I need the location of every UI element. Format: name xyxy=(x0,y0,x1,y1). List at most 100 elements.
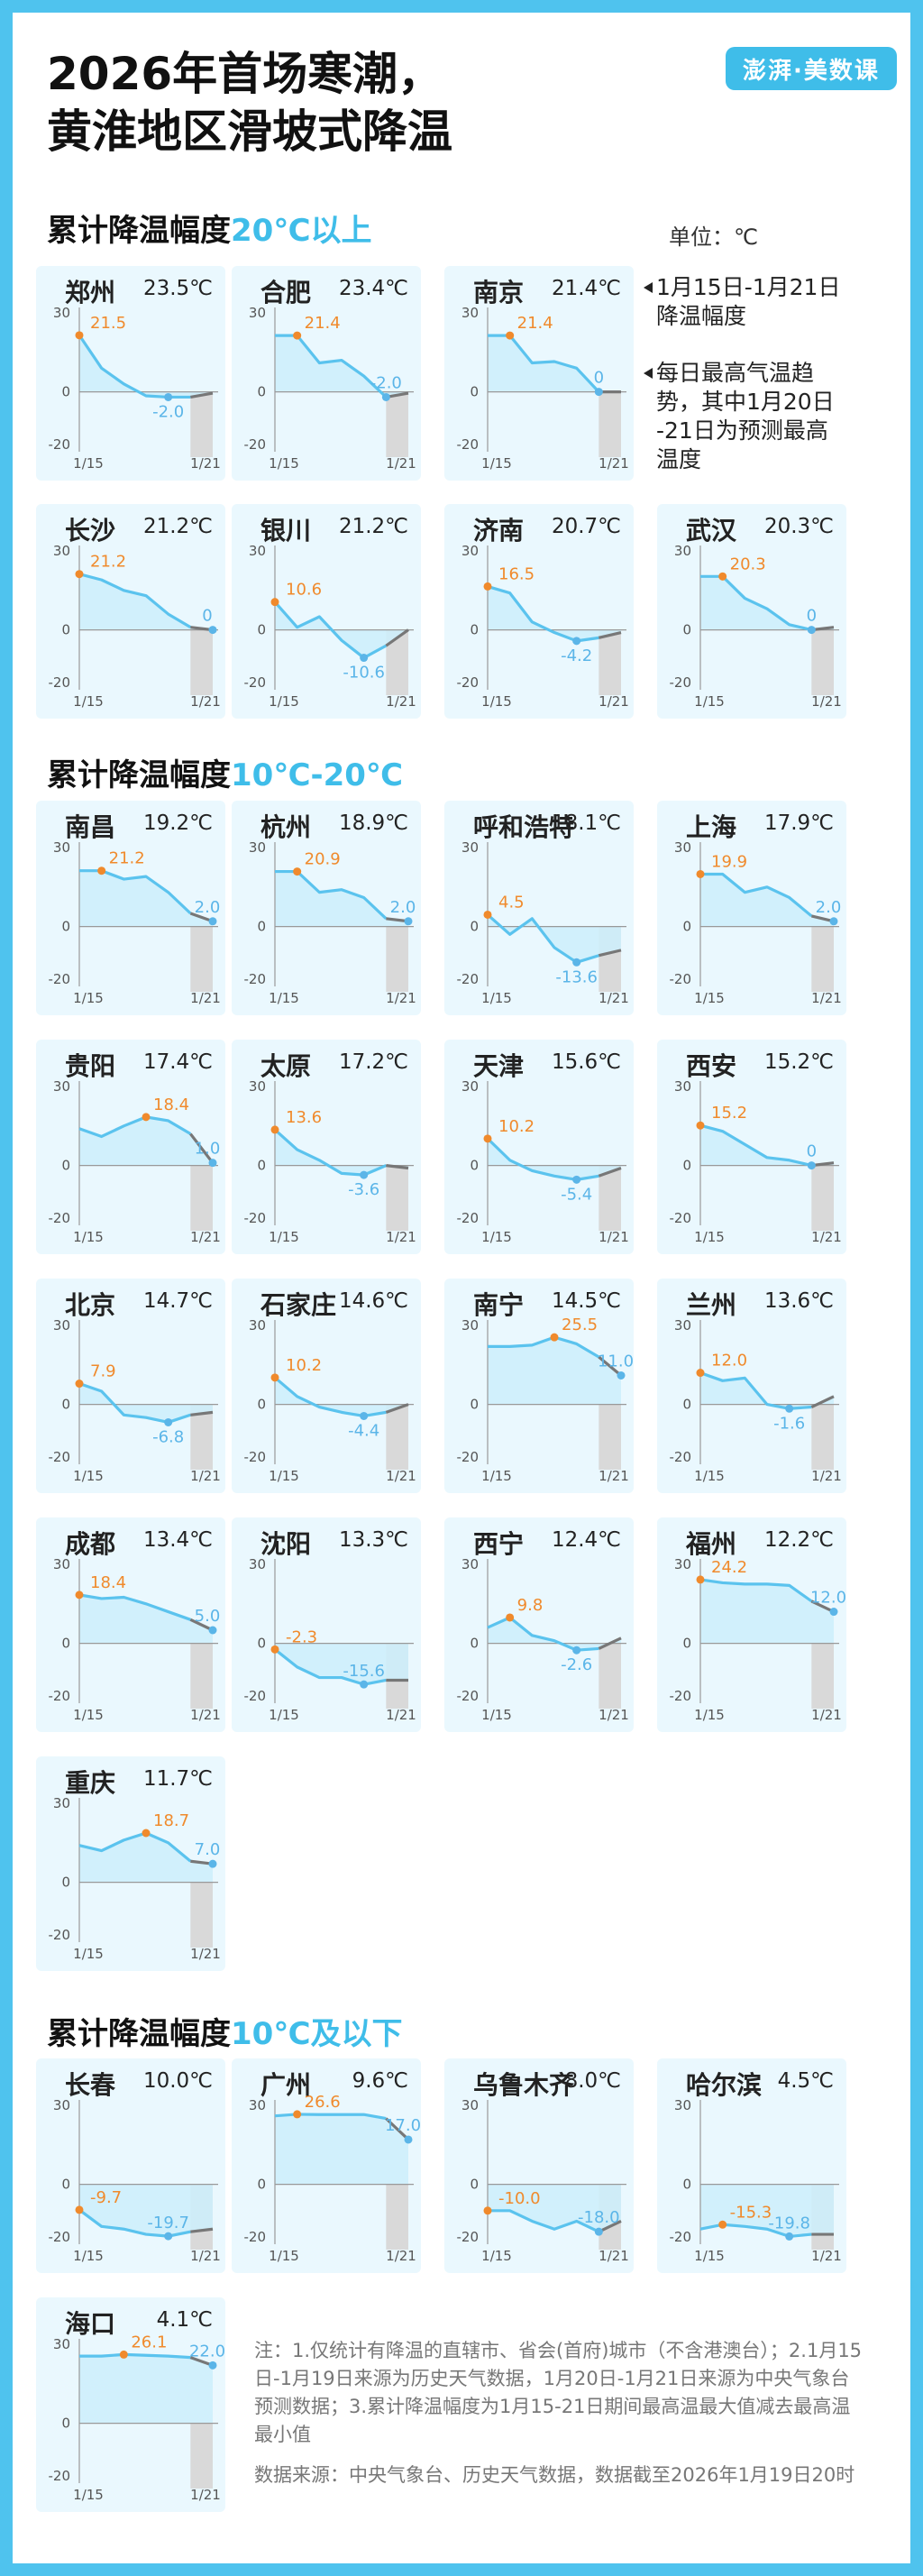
data-source: 数据来源：中央气象台、历史天气数据，数据截至2026年1月19日20时 xyxy=(254,2464,855,2486)
y-tick-label: -20 xyxy=(49,2468,71,2484)
max-point xyxy=(718,2220,727,2229)
section-title-over-20: 累计降温幅度20℃以上 xyxy=(47,206,372,250)
max-point xyxy=(696,1369,705,1378)
max-value-label: 12.0 xyxy=(711,1352,747,1371)
max-point xyxy=(483,1134,492,1143)
city-drop-value: 14.5℃ xyxy=(551,1289,621,1313)
temperature-area xyxy=(79,2184,213,2237)
city-trend-chart: 30 0 -201/15 1/21 21.2 0 xyxy=(49,543,221,710)
y-tick-label: -20 xyxy=(49,1927,71,1943)
section-title-under-10: 累计降温幅度10℃及以下 xyxy=(47,2009,403,2053)
city-card: 30 0 -20 1/15 1/21 21.2 0 长沙 21.2℃ xyxy=(36,504,225,719)
y-tick-label: 0 xyxy=(61,1397,70,1413)
city-name: 南京 xyxy=(473,278,525,307)
section-highlight: 10℃-20℃ xyxy=(231,757,404,793)
city-drop-value: 15.2℃ xyxy=(763,1050,834,1074)
min-value-label: -10.6 xyxy=(343,664,385,683)
y-tick-label: -20 xyxy=(670,1449,692,1465)
min-value-label: -18.0 xyxy=(578,2208,620,2227)
y-tick-label: 30 xyxy=(462,1317,479,1334)
temperature-area xyxy=(488,1617,621,1651)
max-value-label: 4.5 xyxy=(498,893,525,912)
x-tick-label: 1/21 xyxy=(190,1707,221,1723)
min-point xyxy=(208,1159,217,1168)
min-value-label: -13.6 xyxy=(555,967,598,986)
forecast-line xyxy=(190,2227,214,2233)
y-tick-label: -20 xyxy=(457,1210,480,1226)
title-line-2: 黄淮地区滑坡式降温 xyxy=(47,105,452,158)
unit-label: 单位：℃ xyxy=(669,225,758,250)
city-name: 福州 xyxy=(686,1529,737,1559)
max-point xyxy=(75,1591,84,1600)
min-point xyxy=(404,917,413,926)
y-tick-label: 30 xyxy=(462,305,479,321)
temperature-area xyxy=(79,2354,213,2424)
city-trend-chart: 30 0 -201/15 1/21 16.5 -4.2 xyxy=(457,543,629,710)
section-prefix: 累计降温幅度 xyxy=(47,2016,231,2052)
x-tick-label: 1/21 xyxy=(190,1946,221,1962)
forecast-shade xyxy=(811,1165,834,1231)
x-tick-label: 1/15 xyxy=(481,693,512,710)
min-value-label: -4.4 xyxy=(348,1421,379,1440)
temperature-area xyxy=(79,335,213,398)
y-tick-label: -20 xyxy=(457,1688,480,1704)
city-drop-value: 4.1℃ xyxy=(156,2308,213,2332)
y-tick-label: 0 xyxy=(682,919,691,935)
history-line xyxy=(78,1593,191,1621)
min-point xyxy=(785,2232,794,2241)
city-drop-value: 13.3℃ xyxy=(338,1528,408,1552)
city-card: 30 0 -20 1/15 1/21 12.0 -1.6 兰州 13.6℃ xyxy=(657,1279,846,1493)
city-card: 30 0 -20 1/15 1/21 20.9 2.0 杭州 18.9℃ xyxy=(232,801,421,1015)
city-trend-chart: 30 0 -201/15 1/21 -15.3-19.8 xyxy=(670,2097,842,2264)
max-value-label: 25.5 xyxy=(562,1316,598,1334)
y-tick-label: -20 xyxy=(670,2229,692,2245)
max-value-label: 16.5 xyxy=(498,564,535,583)
section-highlight: 10℃及以下 xyxy=(231,2016,403,2052)
temperature-area xyxy=(275,1643,408,1685)
x-tick-label: 1/21 xyxy=(599,1468,629,1484)
forecast-line xyxy=(598,1636,622,1650)
x-tick-label: 1/21 xyxy=(599,2248,629,2264)
city-card: 30 0 -20 1/15 1/21 21.4 0 南京 21.4℃ xyxy=(444,266,634,481)
min-value-label: 17.0 xyxy=(385,2116,421,2135)
y-tick-label: 0 xyxy=(682,1636,691,1652)
max-point xyxy=(293,2110,302,2119)
min-point xyxy=(594,388,603,397)
max-value-label: 15.2 xyxy=(711,1104,747,1123)
city-card: 30 0 -20 1/15 1/21 18.7 7.0 重庆 11.7℃ xyxy=(36,1756,225,1971)
city-name: 长春 xyxy=(65,2070,116,2100)
city-card: 30 0 -20 1/15 1/21 -15.3 -19.8 哈尔滨 4.5℃ xyxy=(657,2058,846,2273)
max-point xyxy=(142,1113,151,1122)
city-name: 合肥 xyxy=(260,278,312,307)
x-tick-label: 1/15 xyxy=(269,693,299,710)
y-tick-label: 0 xyxy=(257,384,266,400)
forecast-shade xyxy=(811,926,834,992)
section-highlight: 20℃以上 xyxy=(231,213,372,249)
y-tick-label: 0 xyxy=(257,1158,266,1174)
city-trend-chart: 30 0 -201/15 1/21 10.2 -4.4 xyxy=(244,1317,416,1484)
city-trend-chart: 30 0 -201/15 1/21 15.2 0 xyxy=(670,1078,842,1245)
forecast-shade xyxy=(190,1882,213,1948)
min-point xyxy=(208,1626,217,1635)
min-value-label: 2.0 xyxy=(816,898,842,917)
city-card: 30 0 -20 1/15 1/21 7.9 -6.8 北京 14.7℃ xyxy=(36,1279,225,1493)
max-point xyxy=(270,1125,279,1134)
y-tick-label: -20 xyxy=(49,2229,71,2245)
temperature-area xyxy=(79,1594,213,1644)
y-tick-label: -20 xyxy=(244,1210,267,1226)
forecast-line xyxy=(598,949,622,958)
y-tick-label: 30 xyxy=(674,2097,691,2113)
y-tick-label: 0 xyxy=(682,1158,691,1174)
x-tick-label: 1/21 xyxy=(386,455,416,472)
max-point xyxy=(119,2350,128,2359)
city-card: 30 0 -20 1/15 1/21 10.2 -4.4 石家庄 14.6℃ xyxy=(232,1279,421,1493)
city-trend-chart: 30 0 -201/15 1/21 20.3 0 xyxy=(670,543,842,710)
min-point xyxy=(360,654,369,663)
x-tick-label: 1/15 xyxy=(73,2248,104,2264)
x-tick-label: 1/15 xyxy=(481,1707,512,1723)
city-trend-chart: 30 0 -201/15 1/21 24.2 12.0 xyxy=(670,1556,847,1723)
min-value-label: -1.6 xyxy=(773,1414,805,1433)
y-tick-label: -20 xyxy=(457,674,480,691)
city-drop-value: 23.5℃ xyxy=(142,277,213,300)
temperature-area xyxy=(488,586,621,641)
